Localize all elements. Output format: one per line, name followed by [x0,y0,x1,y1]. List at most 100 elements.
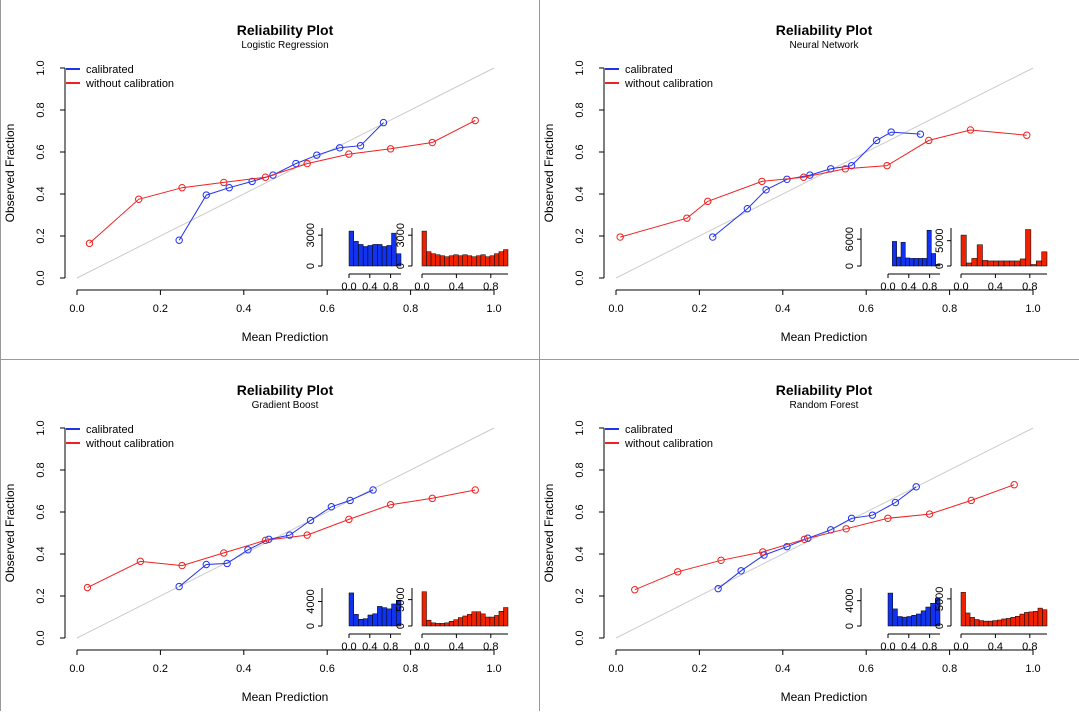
histogram-bar [911,614,917,627]
series-line-calibrated [712,131,921,238]
data-point [175,236,183,244]
histogram-bar [901,616,908,627]
legend: calibrated without calibration [605,64,713,90]
data-point [891,498,900,507]
histogram-x-tick-label: 0.0 [880,281,895,293]
y-tick-label: 0.6 [574,144,586,159]
x-tick-label: 0.6 [859,303,874,315]
histogram-bar [987,620,993,627]
histogram-y-tick-label: 5000 [934,587,946,611]
data-point [225,184,233,192]
histogram-bar [920,610,927,627]
histogram-bar [462,615,468,627]
histogram-x-tick-label: 0.0 [341,641,356,653]
histogram-bar [348,592,354,627]
histogram-bar [435,623,441,627]
histogram-bar [476,255,482,267]
data-point [762,186,770,194]
data-point [345,515,353,524]
histogram-bar [348,230,354,267]
histogram-bar [993,260,999,267]
histogram-y-tick-label: 5000 [934,228,946,252]
data-point [248,177,256,186]
data-point [743,205,752,213]
y-axis-label: Observed Fraction [542,124,556,223]
histogram-x-tick-label: 0.4 [362,281,377,293]
histogram-bar [448,621,454,627]
data-point [345,150,353,158]
legend-entry: without calibration [85,78,174,90]
y-axis-label: Observed Fraction [3,124,17,223]
histogram-calibrated: 0.0 0.4 0.8 0 6000 [844,227,941,293]
data-point [136,557,145,566]
y-tick-label: 0.4 [35,546,47,561]
histogram-bar [494,615,500,627]
histogram-x-tick-label: 0.4 [449,281,464,293]
y-axis-label: Observed Fraction [3,484,17,583]
histogram-bar [935,597,941,627]
histogram-bar [960,592,966,627]
histogram-x-tick-label: 0.8 [483,641,498,653]
data-point [925,136,933,145]
histogram-bar [367,245,373,267]
y-tick-label: 0.8 [574,462,586,477]
y-tick-label: 1.0 [35,60,47,75]
legend-entry: calibrated [86,64,134,76]
histogram-bar [439,255,445,267]
histogram-bar [444,622,450,627]
data-point [292,159,300,168]
legend-entry: calibrated [86,424,134,436]
x-tick-label: 0.0 [69,303,84,315]
histogram-bar [362,246,369,267]
data-point [428,494,436,503]
histogram-bar [978,620,984,627]
x-tick-label: 1.0 [486,303,501,315]
histogram-bar [925,606,931,627]
series-line-without-calibration [634,484,1015,591]
data-point [428,138,436,147]
histogram-bar [457,617,463,627]
histogram-bar [1030,264,1037,267]
histogram-without-calibration: 0.0 0.4 0.8 0 5000 [934,587,1048,653]
data-point [967,496,975,505]
histogram-x-tick-label: 0.8 [383,641,398,653]
histogram-bar [922,258,928,267]
data-point [1010,481,1018,489]
histogram-bar [1019,613,1025,627]
histogram-y-tick-label: 6000 [844,227,856,251]
histogram-bar [448,255,454,267]
data-point [346,496,354,505]
data-point [313,151,321,159]
horizontal-divider [0,359,1079,360]
data-point [800,535,809,544]
data-point [202,191,210,199]
histogram-bar [489,616,495,627]
histogram-bar [462,254,468,267]
x-tick-label: 0.4 [236,663,251,675]
histogram-bar [887,592,893,627]
x-tick-label: 0.0 [69,663,84,675]
y-tick-label: 0.0 [35,630,47,645]
legend: calibrated without calibration [66,424,174,450]
histogram-bar [489,255,495,267]
histogram-bar [974,619,980,627]
y-tick-label: 0.2 [35,228,47,243]
data-point [379,118,388,127]
histogram-bar [1006,618,1012,627]
data-point [336,144,344,152]
legend-entry: calibrated [625,424,673,436]
data-point [369,486,377,494]
histogram-bar [966,262,972,267]
data-point [783,542,791,551]
data-point [883,161,891,170]
histogram-bar [892,608,898,627]
histogram-x-tick-label: 0.0 [880,641,895,653]
legend-entry: without calibration [85,438,174,450]
histogram-without-calibration: 0.0 0.4 0.8 0 5000 [395,587,509,653]
histogram-bar [485,616,491,627]
histogram-bar [471,611,477,627]
histogram-x-tick-label: 0.0 [953,641,968,653]
data-point [759,548,767,556]
histogram-bar [467,614,473,627]
